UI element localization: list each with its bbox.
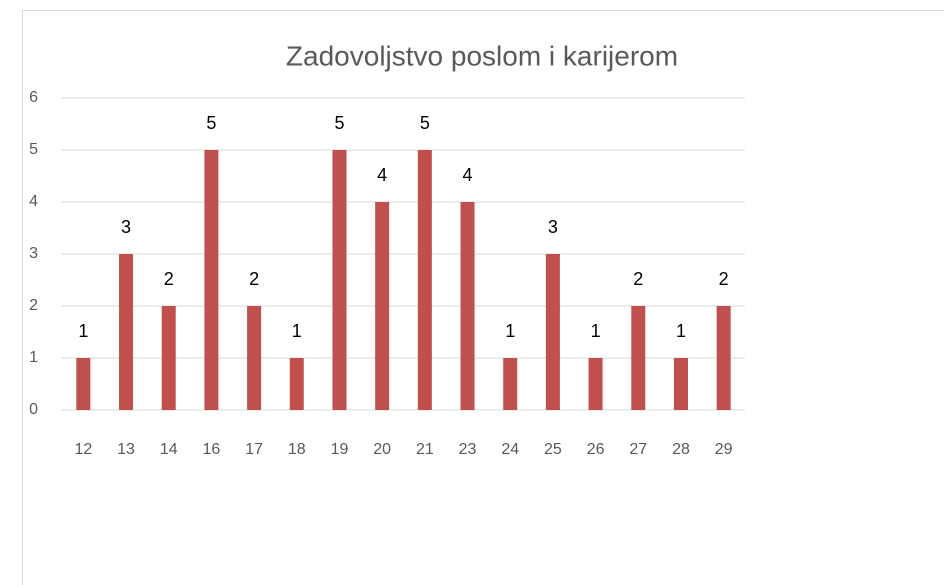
bar <box>204 150 219 410</box>
bar <box>503 358 518 410</box>
y-tick-label: 4 <box>29 193 38 210</box>
bar <box>161 306 176 410</box>
bar <box>76 358 91 410</box>
bar <box>588 358 603 410</box>
y-tick-label: 1 <box>29 349 38 366</box>
y-tick-label: 3 <box>29 245 38 262</box>
data-label: 3 <box>548 217 558 237</box>
x-tick-label: 13 <box>117 441 135 458</box>
x-tick-label: 28 <box>672 441 690 458</box>
data-label: 2 <box>719 269 729 289</box>
bar <box>716 306 731 410</box>
x-tick-label: 25 <box>544 441 562 458</box>
bar <box>417 150 432 410</box>
bar <box>289 358 304 410</box>
x-tick-label: 21 <box>416 441 434 458</box>
data-label: 5 <box>206 113 216 133</box>
data-label: 2 <box>164 269 174 289</box>
y-tick-label: 0 <box>29 401 38 418</box>
data-label: 2 <box>633 269 643 289</box>
data-label: 1 <box>78 321 88 341</box>
bar <box>375 202 390 410</box>
y-tick-label: 6 <box>29 89 38 106</box>
data-label: 1 <box>676 321 686 341</box>
bar <box>460 202 475 410</box>
bar <box>631 306 646 410</box>
x-tick-label: 29 <box>715 441 733 458</box>
bar <box>332 150 347 410</box>
data-label: 1 <box>505 321 515 341</box>
chart-border <box>22 10 944 585</box>
x-tick-label: 16 <box>203 441 221 458</box>
x-tick-label: 24 <box>501 441 519 458</box>
y-tick-label: 5 <box>29 141 38 158</box>
data-label: 4 <box>463 165 473 185</box>
x-tick-label: 20 <box>373 441 391 458</box>
data-label: 4 <box>377 165 387 185</box>
x-tick-label: 23 <box>459 441 477 458</box>
data-label: 3 <box>121 217 131 237</box>
y-tick-label: 2 <box>29 297 38 314</box>
x-tick-label: 17 <box>245 441 263 458</box>
data-label: 1 <box>591 321 601 341</box>
x-tick-label: 27 <box>629 441 647 458</box>
x-tick-label: 18 <box>288 441 306 458</box>
bar <box>673 358 688 410</box>
x-tick-label: 26 <box>587 441 605 458</box>
chart-title: Zadovoljstvo poslom i karijerom <box>286 40 678 71</box>
data-label: 1 <box>292 321 302 341</box>
data-label: 5 <box>334 113 344 133</box>
data-label: 2 <box>249 269 259 289</box>
bar <box>545 254 560 410</box>
x-tick-label: 12 <box>74 441 92 458</box>
bar <box>119 254 134 410</box>
x-tick-label: 14 <box>160 441 178 458</box>
bar <box>247 306 262 410</box>
x-tick-label: 19 <box>331 441 349 458</box>
data-label: 5 <box>420 113 430 133</box>
